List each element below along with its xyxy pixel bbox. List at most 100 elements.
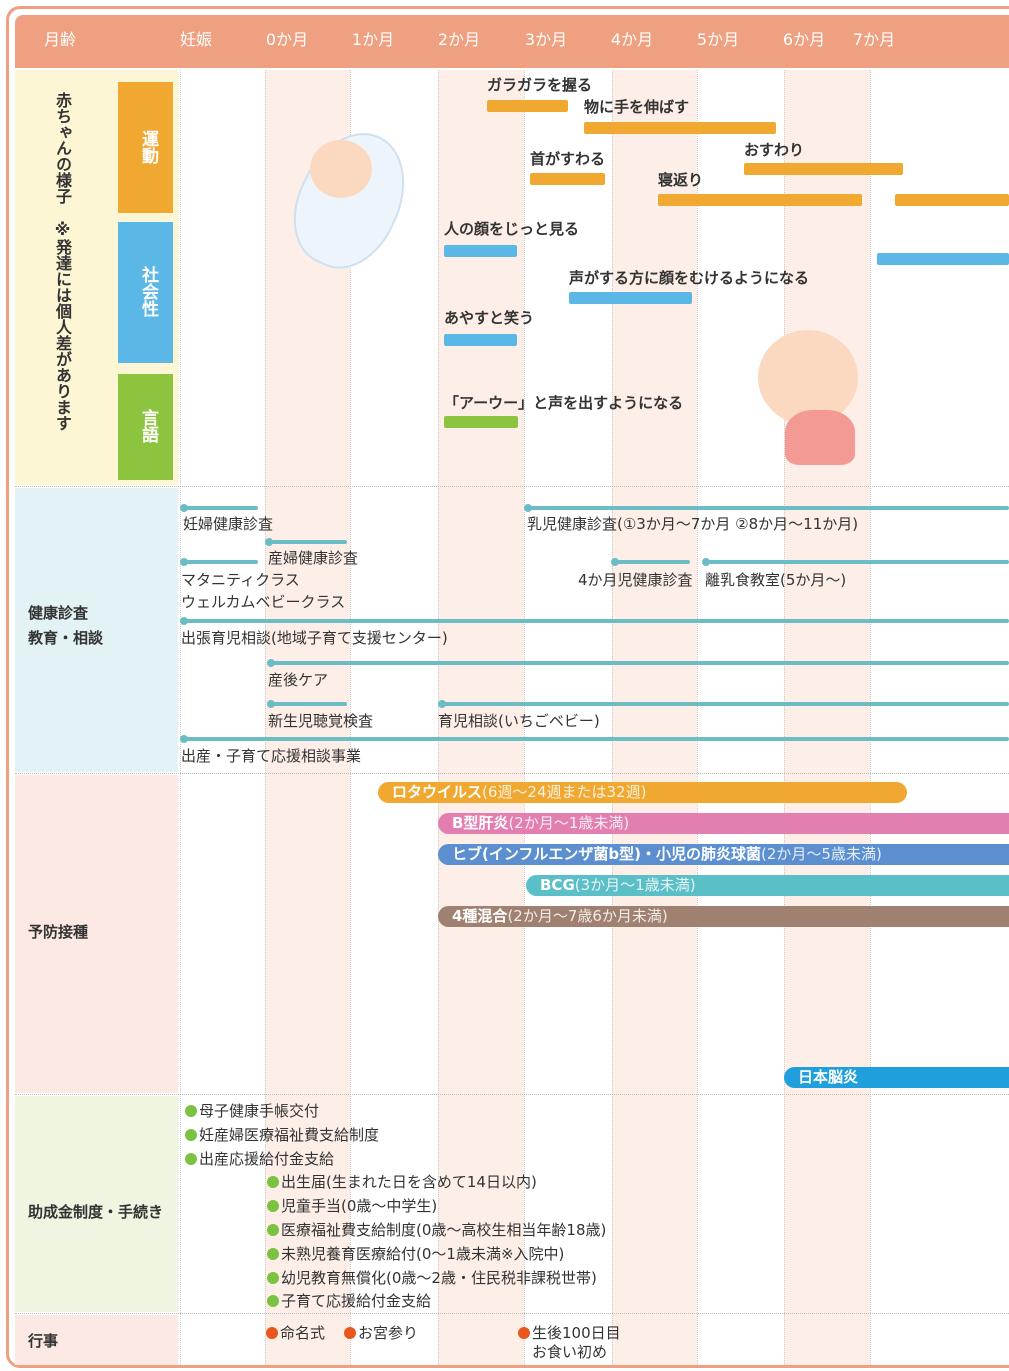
- column-divider: [265, 70, 266, 1365]
- label: 乳児健康診査(①3か月〜7か月 ②8か月〜11か月): [527, 515, 859, 533]
- bullet: [185, 1152, 197, 1165]
- column-stripe: [265, 70, 350, 1365]
- milestone-bar: [584, 122, 776, 134]
- vaccine-bar: BCG(3か月〜1歳未満): [526, 875, 1009, 896]
- column-header: 7か月: [852, 30, 896, 49]
- label: 4か月児健康診査: [578, 571, 693, 589]
- label: 母子健康手帳交付: [199, 1102, 320, 1120]
- bullet: [267, 1224, 279, 1236]
- column-divider: [180, 70, 181, 1365]
- baby-illustration: [758, 330, 858, 425]
- label: ガラガラを握る: [487, 76, 593, 94]
- label: 人の顔をじっと見る: [444, 220, 580, 238]
- label: 出張育児相談(地域子育て支援センター): [181, 629, 448, 647]
- column-divider: [612, 70, 613, 1365]
- milestone-bar: [744, 163, 903, 175]
- service-line: [270, 702, 347, 706]
- label: 医療福祉費支給制度(0歳〜高校生相当年齢18歳): [281, 1221, 607, 1239]
- vaccine-name: B型肝炎: [452, 814, 509, 832]
- bullet: [266, 1327, 278, 1339]
- service-dot: [438, 700, 446, 708]
- service-line: [270, 661, 1009, 665]
- category-box: [118, 222, 173, 363]
- subsidy-label: 助成金制度・手続き: [28, 1203, 164, 1221]
- label: 子育て応援給付金支給: [281, 1292, 432, 1311]
- bullet: [267, 1271, 279, 1284]
- category-label: 社会性: [138, 265, 158, 317]
- label: あやすと笑う: [444, 309, 535, 327]
- label: お食い初め: [532, 1343, 608, 1361]
- category-label: 言語: [138, 409, 158, 443]
- label: 声がする方に顔をむけるようになる: [569, 269, 810, 287]
- service-dot: [265, 538, 273, 546]
- row-divider: [15, 1094, 1009, 1095]
- column-header: 5か月: [696, 30, 740, 49]
- label: 産後ケア: [268, 671, 329, 689]
- label: 命名式: [280, 1324, 326, 1342]
- health-label: 健康診査: [28, 604, 89, 622]
- dev-title: 赤ちゃんの様子 ※発達には個人差があります: [50, 92, 74, 431]
- label: 出生届(生まれた日を含めて14日以内): [281, 1173, 537, 1192]
- header-bar: [15, 15, 1009, 68]
- vaccine-name: ロタウイルス: [392, 783, 483, 801]
- frame: [6, 6, 1009, 1368]
- bullet: [344, 1327, 356, 1339]
- column-header: 月齢: [43, 30, 76, 49]
- service-dot: [180, 504, 188, 512]
- milestone-bar: [444, 245, 517, 257]
- vaccine-bar: 日本脳炎: [784, 1067, 1009, 1088]
- service-line: [441, 702, 1009, 706]
- vaccine-name: 4種混合: [452, 907, 508, 925]
- vaccine-note: (6週〜24週または32週): [482, 783, 647, 801]
- label: おすわり: [744, 141, 805, 159]
- vaccine-label-bg: [15, 775, 178, 1093]
- service-line: [183, 506, 258, 510]
- label: 物に手を伸ばす: [584, 98, 690, 116]
- label: 妊婦健康診査: [183, 515, 274, 533]
- baby-face: [310, 140, 372, 198]
- service-dot: [180, 735, 188, 743]
- label: 出産応援給付金支給: [199, 1149, 335, 1168]
- label: お宮参り: [358, 1324, 419, 1342]
- column-header: 3か月: [524, 30, 568, 49]
- health-label: 教育・相談: [28, 629, 104, 647]
- column-stripe: [438, 70, 524, 1365]
- vaccine-label: 予防接種: [28, 923, 89, 941]
- milestone-bar: [658, 194, 862, 206]
- dev-title-text: 赤ちゃんの様子: [53, 92, 72, 204]
- row-divider: [15, 773, 1009, 774]
- service-dot: [180, 617, 188, 625]
- label: 産婦健康診査: [268, 549, 359, 567]
- event-label-bg: [15, 1315, 178, 1365]
- column-divider: [784, 70, 785, 1365]
- service-line: [268, 540, 347, 544]
- subsidy-label-bg: [15, 1096, 178, 1312]
- vaccine-name: 日本脳炎: [798, 1068, 859, 1086]
- column-stripe: [612, 70, 697, 1365]
- vaccine-bar: ヒブ(インフルエンザ菌b型)・小児の肺炎球菌(2か月〜5歳未満): [438, 844, 1009, 865]
- column-divider: [524, 70, 525, 1365]
- service-line: [705, 560, 1009, 564]
- service-line: [527, 506, 1009, 510]
- label: マタニティクラス: [181, 571, 300, 589]
- row-divider: [15, 486, 1009, 487]
- column-divider: [870, 70, 871, 1365]
- milestone-bar: [444, 416, 518, 428]
- milestone-bar: [895, 194, 1009, 206]
- bullet: [267, 1176, 279, 1189]
- row-divider: [15, 1313, 1009, 1314]
- service-dot: [524, 504, 532, 512]
- milestone-bar: [530, 173, 605, 185]
- label: 児童手当(0歳〜中学生): [281, 1197, 438, 1216]
- label: 生後100日目: [532, 1324, 621, 1342]
- bullet: [267, 1295, 279, 1308]
- bullet: [185, 1128, 197, 1141]
- bullet: [267, 1200, 279, 1213]
- vaccine-name: ヒブ(インフルエンザ菌b型)・小児の肺炎球菌: [452, 845, 762, 863]
- label: 育児相談(いちごベビー): [438, 712, 600, 730]
- vaccine-note: (2か月〜5歳未満): [761, 845, 882, 863]
- milestone-bar: [444, 334, 517, 346]
- column-header: 1か月: [351, 30, 395, 49]
- column-header: 2か月: [437, 30, 481, 49]
